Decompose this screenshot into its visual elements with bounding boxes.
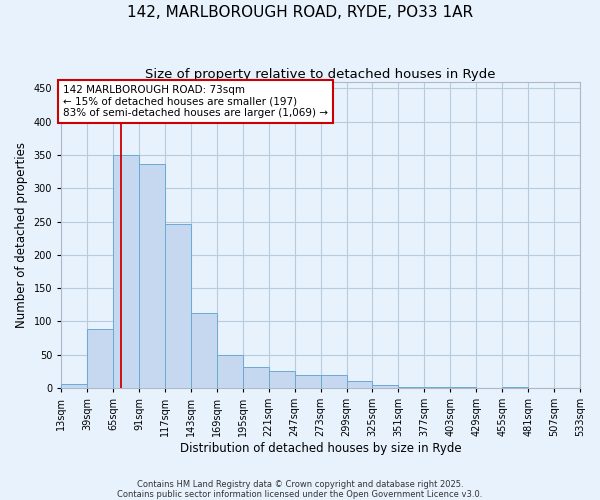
Bar <box>139 164 165 388</box>
Bar <box>347 382 373 388</box>
Bar <box>243 368 269 388</box>
Y-axis label: Number of detached properties: Number of detached properties <box>15 142 28 328</box>
Bar <box>373 386 398 388</box>
Bar <box>269 372 295 388</box>
Bar <box>217 356 243 388</box>
Bar <box>295 374 320 388</box>
Bar <box>398 386 424 388</box>
Text: Contains HM Land Registry data © Crown copyright and database right 2025.
Contai: Contains HM Land Registry data © Crown c… <box>118 480 482 499</box>
Title: Size of property relative to detached houses in Ryde: Size of property relative to detached ho… <box>145 68 496 80</box>
Bar <box>61 384 87 388</box>
Text: 142, MARLBOROUGH ROAD, RYDE, PO33 1AR: 142, MARLBOROUGH ROAD, RYDE, PO33 1AR <box>127 5 473 20</box>
Bar <box>191 314 217 388</box>
Text: 142 MARLBOROUGH ROAD: 73sqm
← 15% of detached houses are smaller (197)
83% of se: 142 MARLBOROUGH ROAD: 73sqm ← 15% of det… <box>63 85 328 118</box>
Bar <box>320 374 347 388</box>
Bar <box>113 155 139 388</box>
Bar <box>87 330 113 388</box>
Bar <box>165 224 191 388</box>
X-axis label: Distribution of detached houses by size in Ryde: Distribution of detached houses by size … <box>180 442 461 455</box>
